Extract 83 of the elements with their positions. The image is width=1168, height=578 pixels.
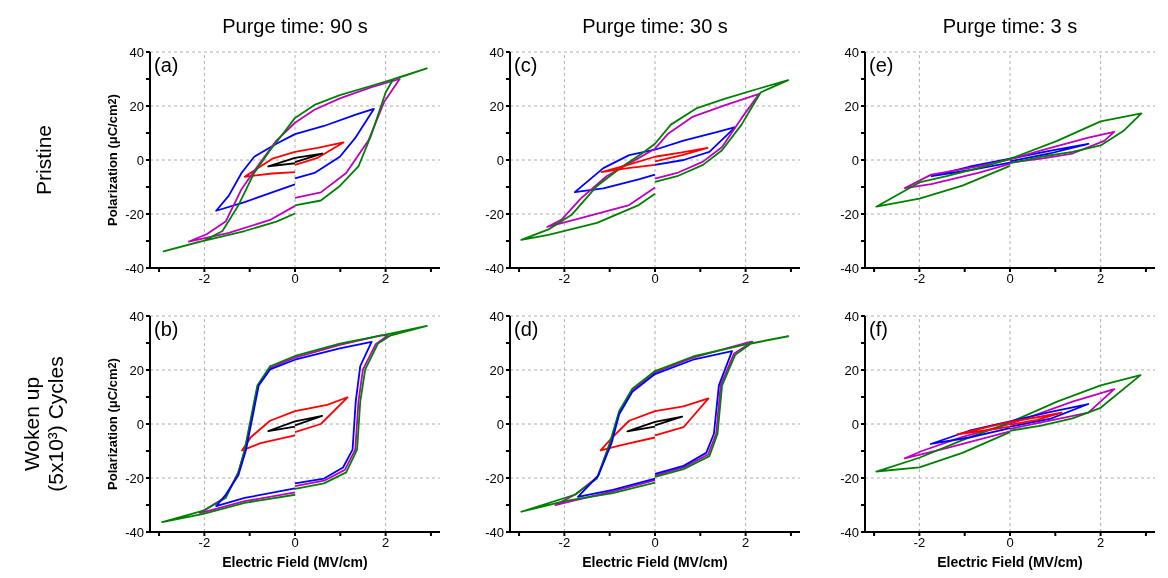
line-series <box>188 78 401 243</box>
annotation: (d) <box>514 318 539 341</box>
x-tick-label: 2 <box>1097 271 1105 287</box>
y-tick-label: -20 <box>840 470 859 486</box>
line-series <box>875 112 1143 208</box>
y-tick-label: -20 <box>840 206 859 222</box>
annotation: (a) <box>154 54 179 77</box>
chart-title: Purge time: 90 s <box>221 13 369 39</box>
y-tick-label: 20 <box>129 362 144 378</box>
line-series <box>903 388 1116 460</box>
annotation: (e) <box>869 54 894 77</box>
x-tick-label: 0 <box>651 535 659 551</box>
y-tick-label: 40 <box>489 308 504 324</box>
y-tick-label: 40 <box>844 308 859 324</box>
y-tick-label: -20 <box>485 470 504 486</box>
y-tick-label: 40 <box>129 308 144 324</box>
x-tick-label: 2 <box>382 271 390 287</box>
text: Pristine <box>31 124 56 197</box>
y-tick-label: 20 <box>489 362 504 378</box>
x-axis-title: Electric Field (MV/cm) <box>581 554 729 570</box>
x-tick-label: -2 <box>558 535 571 551</box>
x-tick-label: 2 <box>742 271 750 287</box>
line-series <box>520 79 790 241</box>
line-series <box>546 92 761 228</box>
y-tick-label: -40 <box>840 260 859 276</box>
y-tick-label: 0 <box>496 152 504 168</box>
line-series <box>577 350 733 498</box>
y-tick-label: 0 <box>851 416 859 432</box>
y-tick-label: -40 <box>485 260 504 276</box>
x-tick-label: -2 <box>913 535 926 551</box>
y-tick-label: -20 <box>125 470 144 486</box>
y-tick-label: 0 <box>851 152 859 168</box>
x-tick-label: -2 <box>198 535 211 551</box>
x-tick-label: 0 <box>651 271 659 287</box>
annotation: (b) <box>154 318 179 341</box>
x-tick-label: -2 <box>913 271 926 287</box>
line-series <box>930 142 1090 178</box>
chart-title: Purge time: 30 s <box>581 13 729 39</box>
x-tick-label: -2 <box>558 271 571 287</box>
annotation: (f) <box>869 318 888 341</box>
x-tick-label: 0 <box>291 535 299 551</box>
y-tick-label: 40 <box>489 44 504 60</box>
y-tick-label: 20 <box>844 98 859 114</box>
y-tick-label: -20 <box>125 206 144 222</box>
annotation: (c) <box>514 54 538 77</box>
y-tick-label: 0 <box>136 152 144 168</box>
y-tick-label: 40 <box>129 44 144 60</box>
y-tick-label: -40 <box>125 524 144 540</box>
x-tick-label: 2 <box>742 535 750 551</box>
x-tick-label: 2 <box>1097 535 1105 551</box>
y-tick-label: 0 <box>496 416 504 432</box>
x-axis-title: Electric Field (MV/cm) <box>936 554 1084 570</box>
line-series <box>267 415 324 432</box>
line-series <box>956 411 1063 436</box>
line-series <box>573 126 737 194</box>
y-tick-label: -40 <box>840 524 859 540</box>
y-tick-label: -40 <box>125 260 144 276</box>
x-tick-label: -2 <box>198 271 211 287</box>
y-tick-label: 40 <box>844 44 859 60</box>
line-series <box>626 415 684 433</box>
line-series <box>243 141 345 178</box>
line-series <box>903 131 1116 189</box>
x-axis-title: Electric Field (MV/cm) <box>221 554 369 570</box>
line-series <box>215 108 375 212</box>
line-series <box>875 374 1142 473</box>
x-tick-label: 0 <box>1006 535 1014 551</box>
line-series <box>929 403 1090 445</box>
y-tick-label: 0 <box>136 416 144 432</box>
y-tick-label: -40 <box>485 524 504 540</box>
y-tick-label: 20 <box>489 98 504 114</box>
line-series <box>215 341 373 507</box>
y-tick-label: 20 <box>129 98 144 114</box>
line-series <box>267 152 324 168</box>
y-tick-label: 20 <box>844 362 859 378</box>
chart-title: Purge time: 3 s <box>941 13 1079 39</box>
line-series <box>241 396 349 452</box>
x-tick-label: 0 <box>291 271 299 287</box>
x-tick-label: 0 <box>1006 271 1014 287</box>
x-tick-label: 2 <box>382 535 390 551</box>
y-tick-label: -20 <box>485 206 504 222</box>
line-series <box>600 146 709 174</box>
line-series <box>599 397 710 452</box>
text: Woken up (5x10³) Cycles <box>19 355 68 494</box>
